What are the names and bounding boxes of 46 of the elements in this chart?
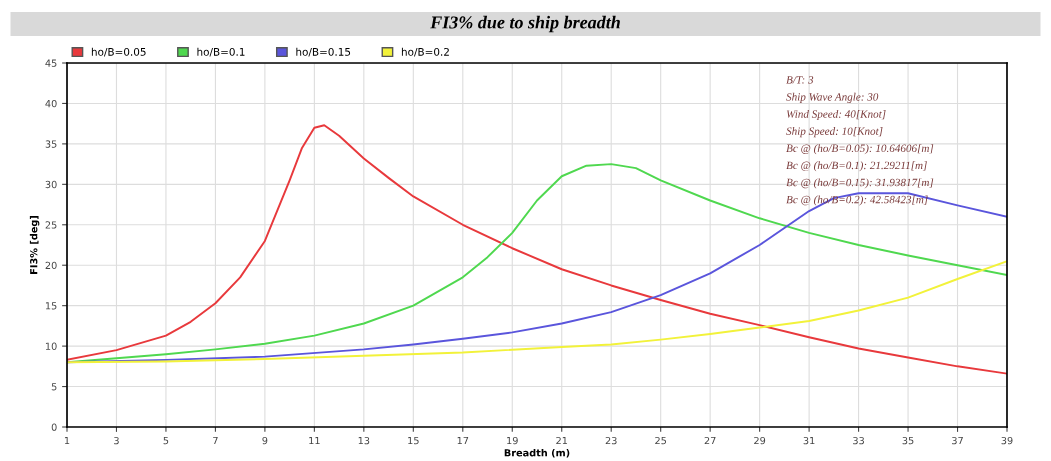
x-tick-label: 23 (605, 436, 617, 445)
y-tick-label: 15 (45, 302, 57, 310)
x-tick-label: 1 (64, 437, 70, 445)
x-axis-title: Breadth (m) (504, 448, 570, 458)
x-tick-label: 3 (114, 436, 119, 445)
y-tick-label: 40 (45, 99, 57, 108)
legend-label: ho/B=0.1 (197, 47, 245, 57)
annotation: Ship Speed: 10[Knot] (786, 127, 883, 138)
x-tick-label: 19 (507, 436, 518, 445)
legend-label: ho/B=0.2 (401, 47, 449, 57)
legend-label: ho/B=0.05 (91, 47, 146, 57)
chart-title: FI3% due to ship breadth (430, 15, 620, 33)
annotation: B/T: 3 (786, 76, 814, 84)
line-series (67, 124, 1007, 375)
x-tick-label: 39 (1001, 436, 1013, 445)
y-tick-label: 25 (45, 221, 57, 229)
y-tick-label: 20 (45, 261, 57, 270)
x-tick-label: 9 (262, 436, 268, 445)
x-tick-label: 13 (358, 436, 370, 445)
x-tick-label: 5 (163, 437, 169, 445)
x-tick-label: 25 (655, 436, 667, 445)
y-tick-label: 35 (45, 140, 57, 148)
y-tick-label: 10 (45, 342, 57, 350)
line-series (67, 260, 1007, 364)
x-tick-label: 21 (556, 436, 568, 445)
x-tick-label: 29 (754, 436, 766, 445)
x-tick-label: 31 (803, 436, 815, 445)
y-tick-label: 45 (45, 59, 57, 67)
annotation: Wind Speed: 40[Knot] (786, 109, 886, 121)
x-tick-label: 15 (408, 437, 419, 445)
annotation: Bc @ (ho/B=0.1): 21.29211[m] (786, 161, 927, 172)
legend-label: ho/B=0.15 (296, 47, 351, 57)
y-tick-label: 5 (51, 383, 57, 391)
x-tick-label: 11 (309, 437, 320, 445)
annotation: Bc @ (ho/B=0.05): 10.64606[m] (786, 144, 934, 155)
x-tick-label: 17 (457, 437, 469, 445)
y-axis-title: FI3% [deg] (29, 216, 40, 274)
x-tick-label: 35 (902, 436, 914, 445)
x-tick-label: 37 (952, 436, 963, 445)
x-tick-label: 33 (853, 436, 864, 445)
annotation: Ship Wave Angle: 30 (786, 92, 879, 103)
y-tick-label: 0 (51, 423, 57, 431)
x-tick-label: 27 (704, 436, 716, 445)
annotation: Bc @ (ho/B=0.15): 31.93817[m] (786, 178, 934, 189)
y-tick-label: 30 (45, 180, 57, 189)
x-tick-label: 7 (213, 437, 218, 445)
